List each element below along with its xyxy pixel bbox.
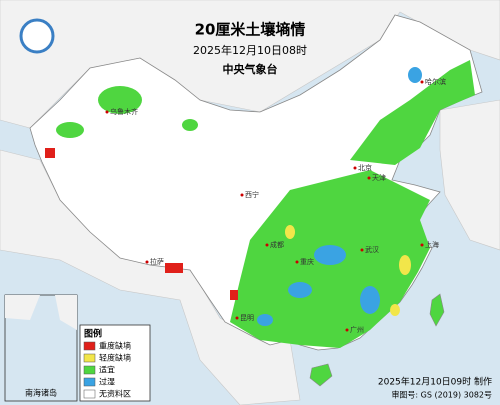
issuer: 中央气象台 (223, 62, 278, 76)
city-label: 武汉 (365, 245, 379, 254)
city-dot (145, 260, 149, 264)
city-dot (235, 316, 239, 320)
zone-dry (285, 225, 295, 239)
zone-wet (360, 286, 380, 314)
city-label: 西宁 (245, 190, 259, 199)
city-dot (105, 110, 109, 114)
city-label: 重庆 (300, 257, 314, 266)
legend-label: 轻度缺墒 (99, 353, 131, 363)
city-dot (420, 243, 424, 247)
legend-swatch (83, 341, 96, 351)
zone-suitable (182, 119, 198, 131)
legend-frame (79, 324, 151, 402)
legend-swatch (83, 365, 96, 375)
legend-label: 适宜 (99, 365, 115, 375)
legend-label: 过湿 (99, 377, 115, 387)
city-dot (420, 80, 424, 84)
legend-swatch (83, 377, 96, 387)
zone-wet (314, 245, 346, 265)
legend-label: 无资料区 (99, 389, 131, 399)
time: 2025年12月10日08时 (193, 43, 307, 57)
hainan (309, 363, 333, 387)
zone-severe (165, 263, 183, 273)
zone-wet (257, 314, 273, 326)
zone-suitable (56, 122, 84, 138)
city-dot (345, 328, 349, 332)
zone-suitable (98, 86, 142, 114)
zone-severe (45, 148, 55, 158)
title: 20厘米土壤墒情 (195, 21, 306, 39)
city-dot (265, 243, 269, 247)
city-label: 拉萨 (150, 257, 164, 266)
footer-approval: 审图号: GS (2019) 3082号 (391, 390, 492, 400)
logo (19, 18, 55, 54)
city-label: 天津 (372, 174, 386, 182)
zone-wet (408, 67, 422, 83)
city-label: 昆明 (240, 314, 254, 322)
zone-wet (288, 282, 312, 298)
city-label: 哈尔滨 (425, 77, 446, 86)
legend-title: 图例 (84, 328, 102, 340)
city-dot (295, 260, 299, 264)
zone-suitable (350, 60, 475, 165)
city-label: 上海 (425, 240, 439, 249)
zone-dry (399, 255, 411, 275)
city-label: 乌鲁木齐 (110, 107, 138, 116)
taiwan (429, 293, 445, 327)
title-block: 20厘米土壤墒情 2025年12月10日08时 中央气象台 (193, 21, 307, 77)
city-label: 北京 (358, 163, 372, 172)
city-label: 成都 (270, 240, 284, 249)
city-dot (360, 248, 364, 252)
legend-label: 重度缺墒 (99, 341, 131, 351)
footer-made: 2025年12月10日09时 制作 (378, 376, 492, 388)
inset-label: 南海诸岛 (25, 388, 57, 398)
legend-swatch (83, 353, 96, 363)
legend-swatch (83, 389, 96, 399)
zone-dry (390, 304, 400, 316)
city-dot (240, 193, 244, 197)
city-dot (353, 166, 357, 170)
soil-zones (45, 60, 475, 348)
inset: 南海诸岛 (4, 294, 78, 402)
city-label: 广州 (350, 325, 364, 334)
city-dot (367, 176, 371, 180)
zone-severe (230, 290, 238, 300)
inset-land (5, 295, 77, 330)
